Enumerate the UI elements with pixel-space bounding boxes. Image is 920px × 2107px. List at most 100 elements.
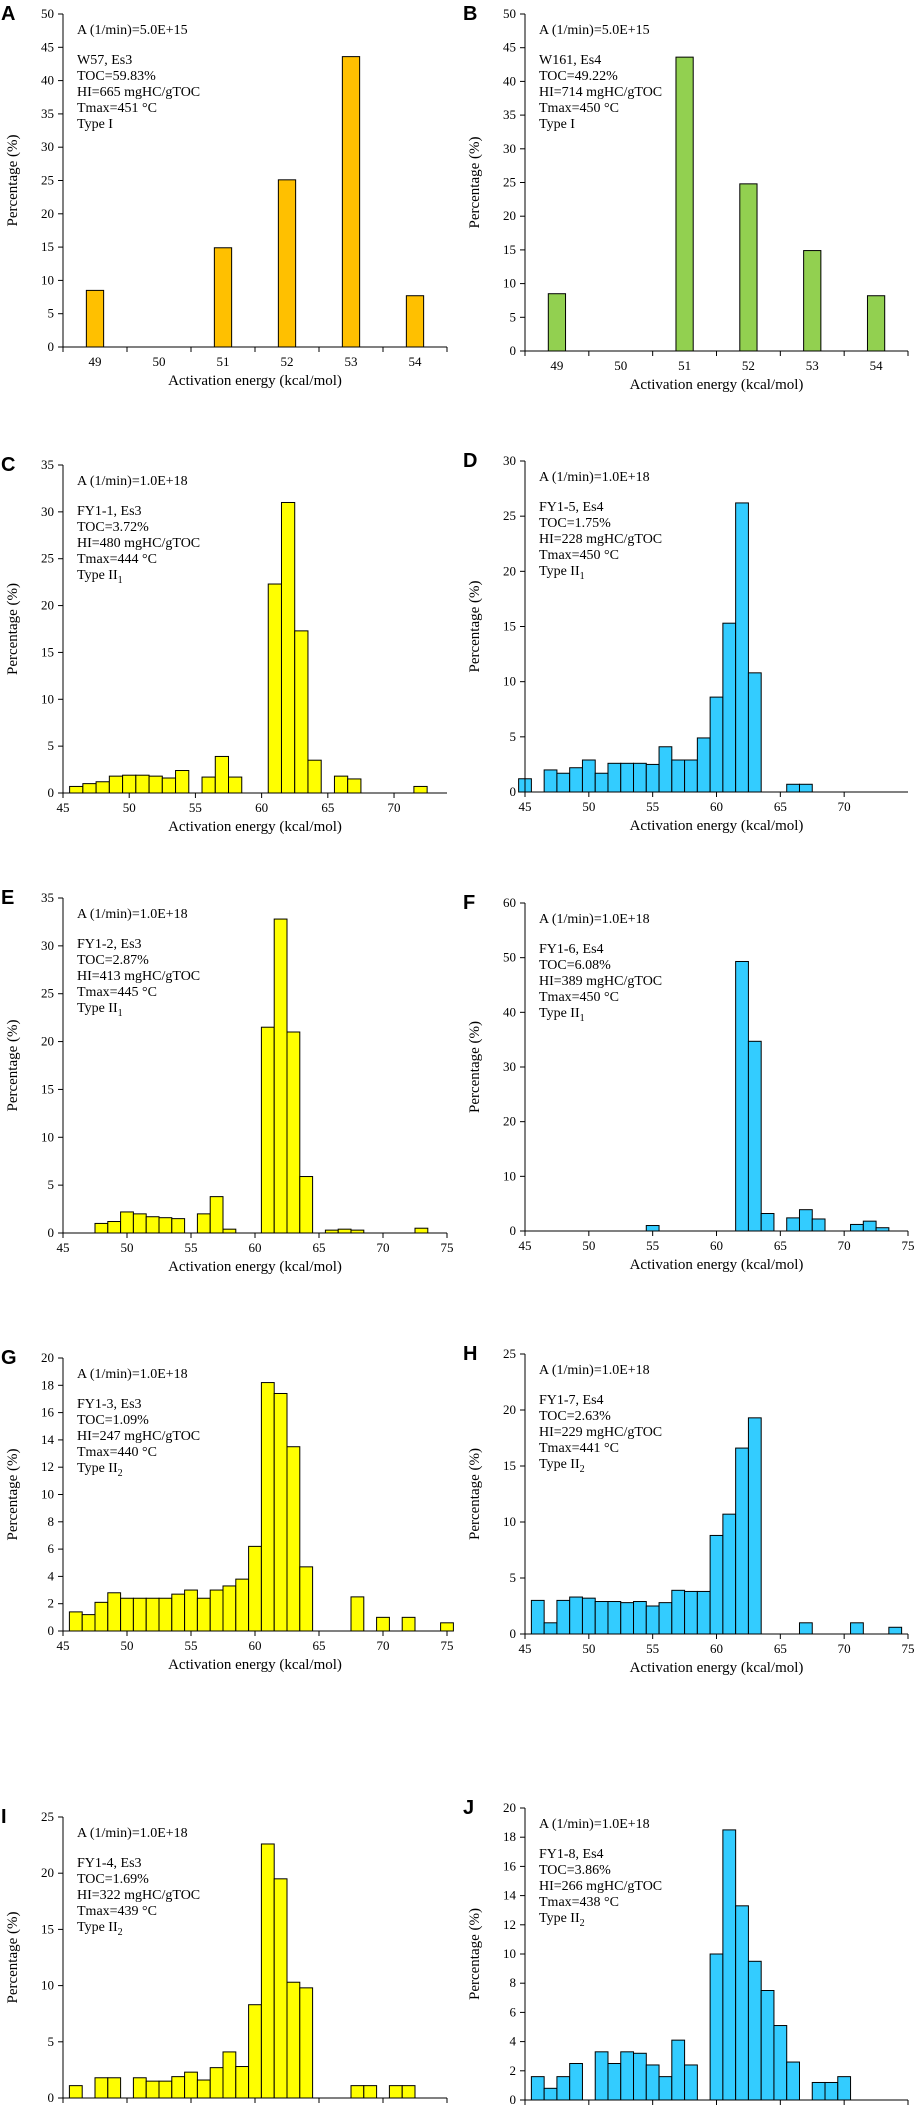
panel-h: 0 5 10 15 20 25 45 50 55 60 65 70 75 Activation energ… <box>463 1343 915 1676</box>
bar-j-46 <box>530 2076 545 2101</box>
y-tick-label-e: 35 <box>41 890 54 905</box>
x-axis-title-c: Activation energy (kcal/mol) <box>168 819 342 835</box>
y-tick-label-a: 40 <box>41 73 54 88</box>
annotation-line-a: TOC=59.83% <box>77 69 156 84</box>
bar-g-63 <box>286 1446 301 1632</box>
y-tick-label-e: 10 <box>41 1129 54 1144</box>
x-tick-label-e: 70 <box>377 1240 390 1255</box>
panel-g: 0 2 4 6 8 10 12 14 16 18 20 45 50 55 60 65 70 75 Activatio… <box>1 1347 454 1673</box>
panel-letter-e: E <box>1 887 14 909</box>
y-tick-label-g: 0 <box>48 1623 55 1638</box>
bar-i-62 <box>273 1878 288 2099</box>
annotation-line-a: W57, Es3 <box>77 53 132 68</box>
bar-f-64 <box>760 1213 775 1232</box>
x-tick-label-b: 50 <box>614 358 627 373</box>
y-axis-title-h: Percentage (%) <box>467 1448 483 1540</box>
bar-h-67 <box>798 1622 813 1635</box>
y-tick-label-j: 14 <box>503 1888 517 1903</box>
bar-c-51 <box>135 774 150 794</box>
annotation-line-j: TOC=3.86% <box>539 1863 611 1878</box>
bar-c-63 <box>294 630 309 794</box>
y-tick-label-g: 16 <box>41 1405 55 1420</box>
annotation-line-j: FY1-8, Es4 <box>539 1847 604 1862</box>
x-axis-title-f: Activation energy (kcal/mol) <box>630 1257 804 1273</box>
y-tick-label-j: 16 <box>503 1858 517 1873</box>
y-tick-label-e: 20 <box>41 1034 54 1049</box>
x-axis-title-b: Activation energy (kcal/mol) <box>630 377 804 393</box>
bar-d-57 <box>671 759 686 793</box>
x-tick-label-c: 45 <box>57 800 70 815</box>
annotation-line-g: FY1-3, Es3 <box>77 1397 142 1412</box>
x-tick-label-i: 60 <box>249 2105 262 2107</box>
bar-e-54 <box>171 1218 186 1234</box>
bar-j-58 <box>684 2064 698 2101</box>
x-tick-label-d: 45 <box>519 799 532 814</box>
bar-h-71 <box>850 1622 864 1635</box>
bar-h-47 <box>543 1622 558 1635</box>
x-tick-label-h: 65 <box>774 1641 787 1656</box>
bar-g-48 <box>94 1601 109 1632</box>
annotation-line-g: Tmax=440 °C <box>77 1445 157 1460</box>
x-tick-label-a: 53 <box>345 354 358 369</box>
x-tick-label-c: 70 <box>388 800 401 815</box>
bar-j-65 <box>773 2025 788 2101</box>
y-tick-label-f: 10 <box>503 1168 516 1183</box>
y-tick-label-j: 4 <box>510 2034 517 2049</box>
bar-i-59 <box>235 2066 250 2099</box>
bar-j-63 <box>747 1960 762 2101</box>
y-tick-label-d: 15 <box>503 619 516 634</box>
annotation-line-i: TOC=1.69% <box>77 1872 149 1887</box>
bar-a-53 <box>341 56 361 348</box>
panel-j: 0246810121416182045505560657075Activatio… <box>463 1797 909 2107</box>
y-tick-label-i: 10 <box>41 1978 54 1993</box>
y-tick-label-f: 20 <box>503 1114 516 1129</box>
bar-h-59 <box>696 1590 711 1635</box>
bar-d-61 <box>722 622 737 793</box>
y-tick-label-b: 5 <box>510 309 517 324</box>
bar-g-62 <box>273 1392 288 1632</box>
bar-c-46 <box>69 785 84 794</box>
bar-e-52 <box>145 1216 160 1234</box>
panel-letter-f: F <box>463 892 475 914</box>
y-tick-label-b: 25 <box>503 175 516 190</box>
y-tick-label-c: 15 <box>41 644 54 659</box>
annotation-line-g: Type II2 <box>77 1461 123 1479</box>
y-tick-label-d: 0 <box>510 784 517 799</box>
bar-c-61 <box>267 583 282 794</box>
bar-h-56 <box>658 1602 673 1635</box>
bar-f-71 <box>850 1223 864 1232</box>
bar-e-61 <box>260 1026 275 1234</box>
bar-i-48 <box>94 2077 109 2099</box>
bar-i-56 <box>196 2079 211 2099</box>
annotation-line-i: FY1-4, Es3 <box>77 1856 142 1871</box>
annotation-line-c: Type II1 <box>77 568 123 586</box>
y-axis-title-b: Percentage (%) <box>467 136 483 228</box>
annotation-line-d: Type II1 <box>539 564 585 582</box>
bar-f-68 <box>811 1218 826 1232</box>
annotation-line-e: Type II1 <box>77 1001 123 1019</box>
y-axis-title-c: Percentage (%) <box>5 583 21 675</box>
x-tick-label-d: 70 <box>838 799 851 814</box>
x-tick-label-d: 65 <box>774 799 787 814</box>
bar-j-49 <box>569 2063 583 2101</box>
bar-g-61 <box>260 1382 275 1632</box>
annotation-line-h: HI=229 mgHC/gTOC <box>539 1425 662 1440</box>
bar-j-64 <box>760 1990 775 2101</box>
x-tick-label-c: 60 <box>255 800 268 815</box>
annotation-line-j: Tmax=438 °C <box>539 1895 619 1910</box>
y-tick-label-j: 8 <box>510 1975 517 1990</box>
bar-i-69 <box>363 2085 378 2099</box>
y-tick-label-b: 0 <box>510 343 517 358</box>
x-tick-label-a: 54 <box>409 354 423 369</box>
y-tick-label-a: 30 <box>41 139 54 154</box>
y-tick-label-g: 6 <box>48 1541 55 1556</box>
bar-a-52 <box>277 179 297 348</box>
bar-h-48 <box>556 1599 571 1635</box>
bar-c-47 <box>82 783 97 794</box>
y-tick-label-g: 8 <box>48 1514 55 1529</box>
annotation-line-b: TOC=49.22% <box>539 69 618 84</box>
bar-d-48 <box>556 772 571 793</box>
y-tick-label-g: 12 <box>41 1459 54 1474</box>
bar-d-63 <box>747 672 762 793</box>
